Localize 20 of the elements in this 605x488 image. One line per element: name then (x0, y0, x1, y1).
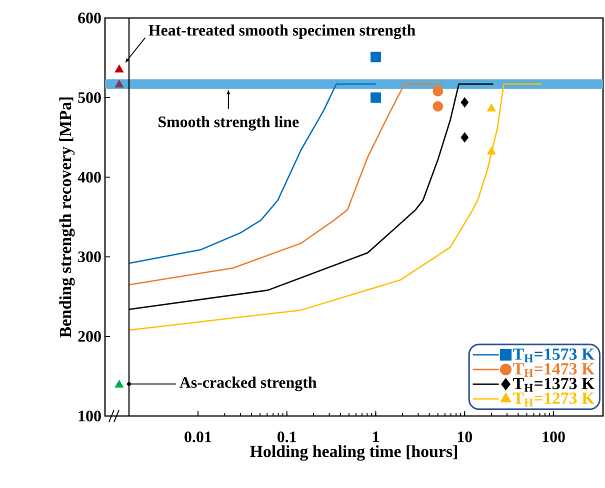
y-tick-label: 400 (78, 172, 101, 183)
x-tick-label: 10 (458, 432, 472, 442)
x-tick-label: 0.1 (278, 432, 296, 442)
y-tick-label: 300 (78, 251, 101, 262)
legend-label: T$_{H}$=1373 K (513, 378, 595, 392)
legend-label: T$_{H}$=1573 K (513, 348, 595, 362)
x-axis-title: Holding healing time [hours] (250, 445, 457, 461)
y-tick-label: 500 (78, 92, 101, 103)
y-axis-title: Bending strength recovery [MPa] (59, 97, 75, 338)
x-tick-label: 100 (542, 432, 565, 442)
y-tick-label: 100 (78, 410, 101, 422)
x-tick-label: 1 (373, 432, 379, 442)
y-tick-label: 600 (78, 12, 101, 24)
annotation: As-cracked strength (180, 376, 317, 392)
x-tick-label: 0.01 (184, 432, 212, 442)
annotation: Heat-treated smooth specimen strength (148, 24, 416, 40)
y-tick-label: 200 (78, 331, 101, 342)
legend-label: T$_{H}$=1473 K (513, 363, 595, 377)
annotation: Smooth strength line (158, 116, 299, 131)
legend-label: T$_{H}$=1273 K (513, 392, 595, 406)
